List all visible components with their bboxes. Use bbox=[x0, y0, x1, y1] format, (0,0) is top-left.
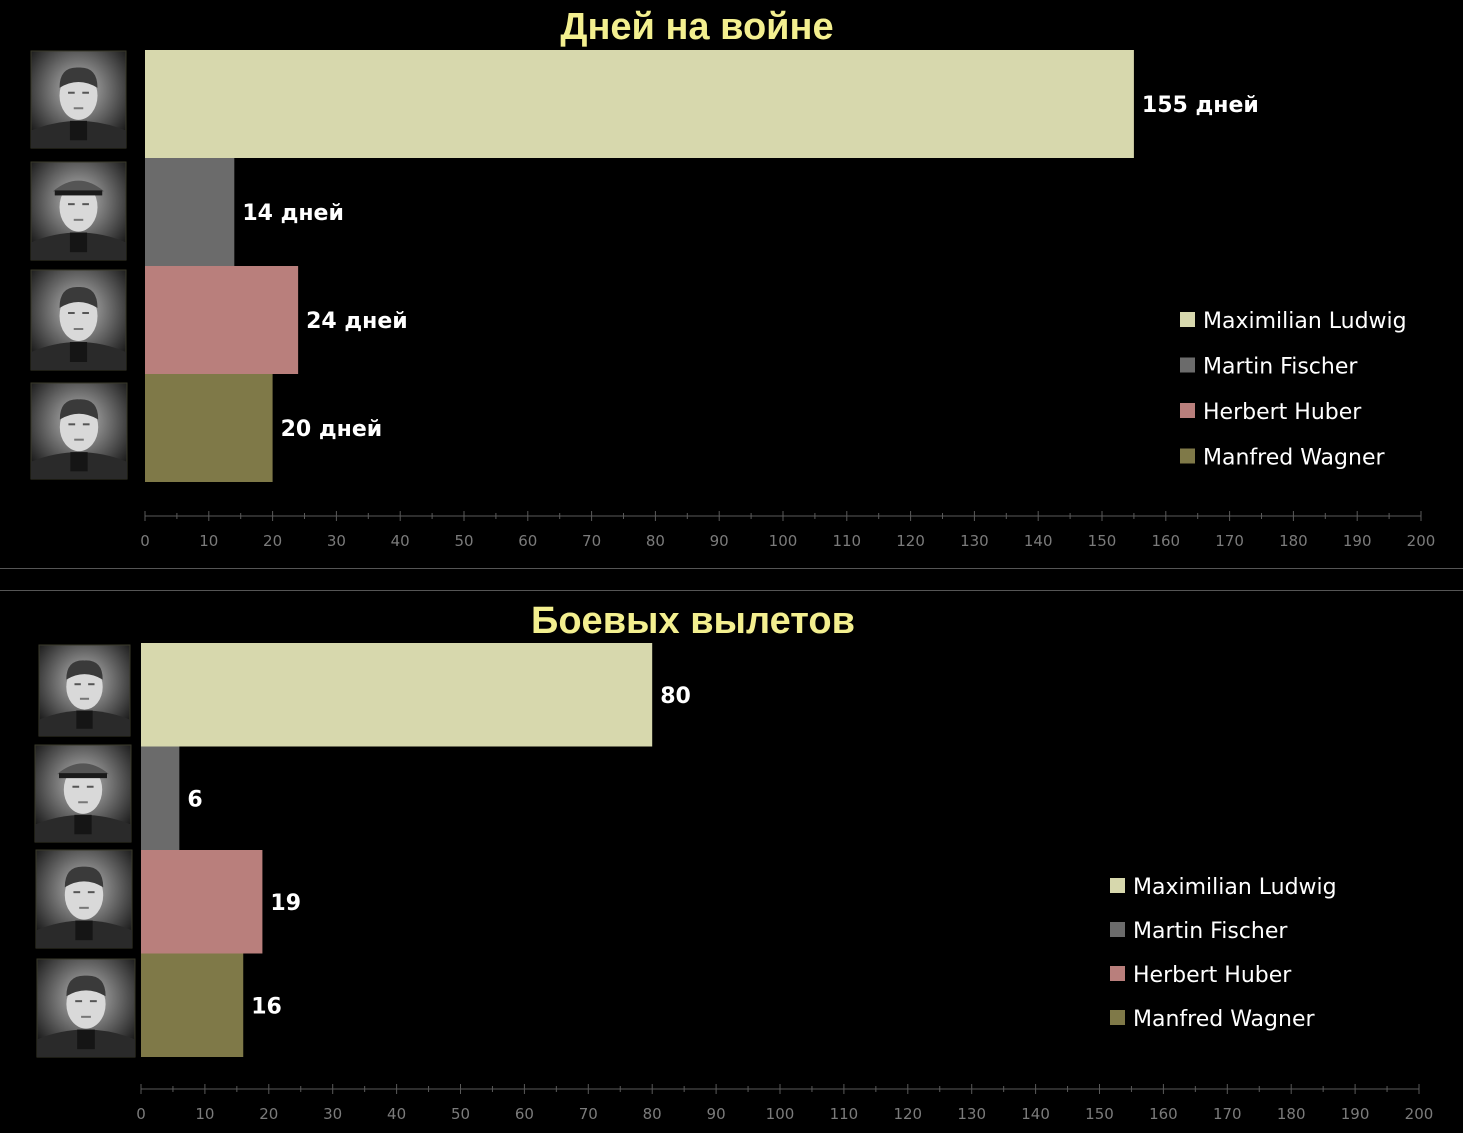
x-tick-label: 90 bbox=[707, 1105, 726, 1123]
chart-title: Боевых вылетов bbox=[531, 600, 855, 642]
x-tick-label: 70 bbox=[579, 1105, 598, 1123]
x-tick-label: 30 bbox=[327, 532, 346, 550]
legend-entry: Herbert Huber bbox=[1203, 400, 1362, 425]
x-tick-label: 50 bbox=[454, 532, 473, 550]
legend-swatch bbox=[1180, 357, 1195, 373]
x-tick-label: 130 bbox=[960, 532, 989, 550]
x-tick-label: 100 bbox=[769, 532, 798, 550]
bar bbox=[145, 158, 235, 266]
legend-swatch bbox=[1180, 403, 1195, 418]
x-tick-label: 40 bbox=[387, 1105, 406, 1123]
x-tick-label: 140 bbox=[1021, 1105, 1050, 1123]
legend-swatch bbox=[1110, 878, 1125, 893]
portrait-photo-icon bbox=[30, 269, 127, 371]
divider bbox=[0, 568, 1463, 569]
x-tick-label: 60 bbox=[515, 1105, 534, 1123]
bar bbox=[145, 50, 1134, 158]
portrait-photo-icon bbox=[35, 849, 133, 949]
x-tick-label: 130 bbox=[957, 1105, 986, 1123]
portrait-photo-icon bbox=[30, 161, 127, 261]
x-tick-label: 180 bbox=[1279, 532, 1308, 550]
x-tick-label: 110 bbox=[832, 532, 861, 550]
portrait-photo-icon bbox=[30, 50, 127, 149]
x-tick-label: 170 bbox=[1213, 1105, 1242, 1123]
x-tick-label: 10 bbox=[199, 532, 218, 550]
x-tick-label: 100 bbox=[766, 1105, 795, 1123]
x-tick-label: 0 bbox=[136, 1105, 146, 1123]
x-tick-label: 20 bbox=[263, 532, 282, 550]
bar bbox=[141, 643, 653, 747]
x-tick-label: 160 bbox=[1151, 532, 1180, 550]
x-tick-label: 110 bbox=[830, 1105, 859, 1123]
legend-entry: Martin Fischer bbox=[1203, 355, 1358, 380]
x-tick-label: 120 bbox=[893, 1105, 922, 1123]
x-tick-label: 0 bbox=[140, 532, 150, 550]
legend-swatch bbox=[1110, 1010, 1125, 1025]
x-tick-label: 40 bbox=[391, 532, 410, 550]
data-label: 16 bbox=[251, 994, 282, 1019]
data-label: 19 bbox=[270, 891, 301, 916]
x-tick-label: 60 bbox=[518, 532, 537, 550]
x-tick-label: 80 bbox=[646, 532, 665, 550]
x-tick-label: 170 bbox=[1215, 532, 1244, 550]
legend-entry: Martin Fischer bbox=[1133, 919, 1288, 944]
chart-days-at-war: Дней на войне 155 дней 14 дней 24 дней 20 дн… bbox=[30, 6, 1436, 550]
x-tick-label: 180 bbox=[1277, 1105, 1306, 1123]
x-tick-label: 20 bbox=[259, 1105, 278, 1123]
bar bbox=[145, 266, 299, 374]
data-label: 6 bbox=[187, 787, 202, 812]
legend-swatch bbox=[1180, 448, 1195, 464]
divider bbox=[0, 590, 1463, 591]
portrait-photo-icon bbox=[38, 644, 131, 737]
legend-swatch bbox=[1180, 312, 1195, 327]
legend-entry: Manfred Wagner bbox=[1133, 1007, 1315, 1032]
data-label: 14 дней bbox=[242, 201, 344, 226]
legend-entry: Herbert Huber bbox=[1133, 963, 1292, 988]
legend-entry: Maximilian Ludwig bbox=[1203, 309, 1407, 334]
x-tick-label: 150 bbox=[1088, 532, 1117, 550]
x-tick-label: 10 bbox=[195, 1105, 214, 1123]
portrait-photo-icon bbox=[36, 958, 136, 1058]
chart-title: Дней на войне bbox=[560, 6, 833, 48]
legend-swatch bbox=[1110, 922, 1125, 937]
legend-swatch bbox=[1110, 966, 1125, 981]
x-tick-label: 150 bbox=[1085, 1105, 1114, 1123]
bar bbox=[141, 746, 180, 850]
x-tick-label: 190 bbox=[1343, 532, 1372, 550]
x-tick-label: 120 bbox=[896, 532, 925, 550]
legend-entry: Manfred Wagner bbox=[1203, 446, 1385, 471]
data-label: 20 дней bbox=[281, 417, 383, 442]
bar bbox=[141, 953, 244, 1057]
x-tick-label: 50 bbox=[451, 1105, 470, 1123]
legend-entry: Maximilian Ludwig bbox=[1133, 875, 1337, 900]
x-tick-label: 140 bbox=[1024, 532, 1053, 550]
data-label: 24 дней bbox=[306, 309, 408, 334]
bar bbox=[145, 374, 273, 482]
x-tick-label: 90 bbox=[710, 532, 729, 550]
portrait-photo-icon bbox=[34, 744, 132, 843]
bar bbox=[141, 850, 263, 954]
x-tick-label: 200 bbox=[1405, 1105, 1434, 1123]
x-tick-label: 160 bbox=[1149, 1105, 1178, 1123]
x-tick-label: 30 bbox=[323, 1105, 342, 1123]
x-tick-label: 200 bbox=[1407, 532, 1436, 550]
data-label: 80 bbox=[660, 684, 691, 709]
x-tick-label: 70 bbox=[582, 532, 601, 550]
x-tick-label: 80 bbox=[643, 1105, 662, 1123]
portrait-photo-icon bbox=[30, 382, 128, 480]
data-label: 155 дней bbox=[1142, 93, 1259, 118]
x-tick-label: 190 bbox=[1341, 1105, 1370, 1123]
